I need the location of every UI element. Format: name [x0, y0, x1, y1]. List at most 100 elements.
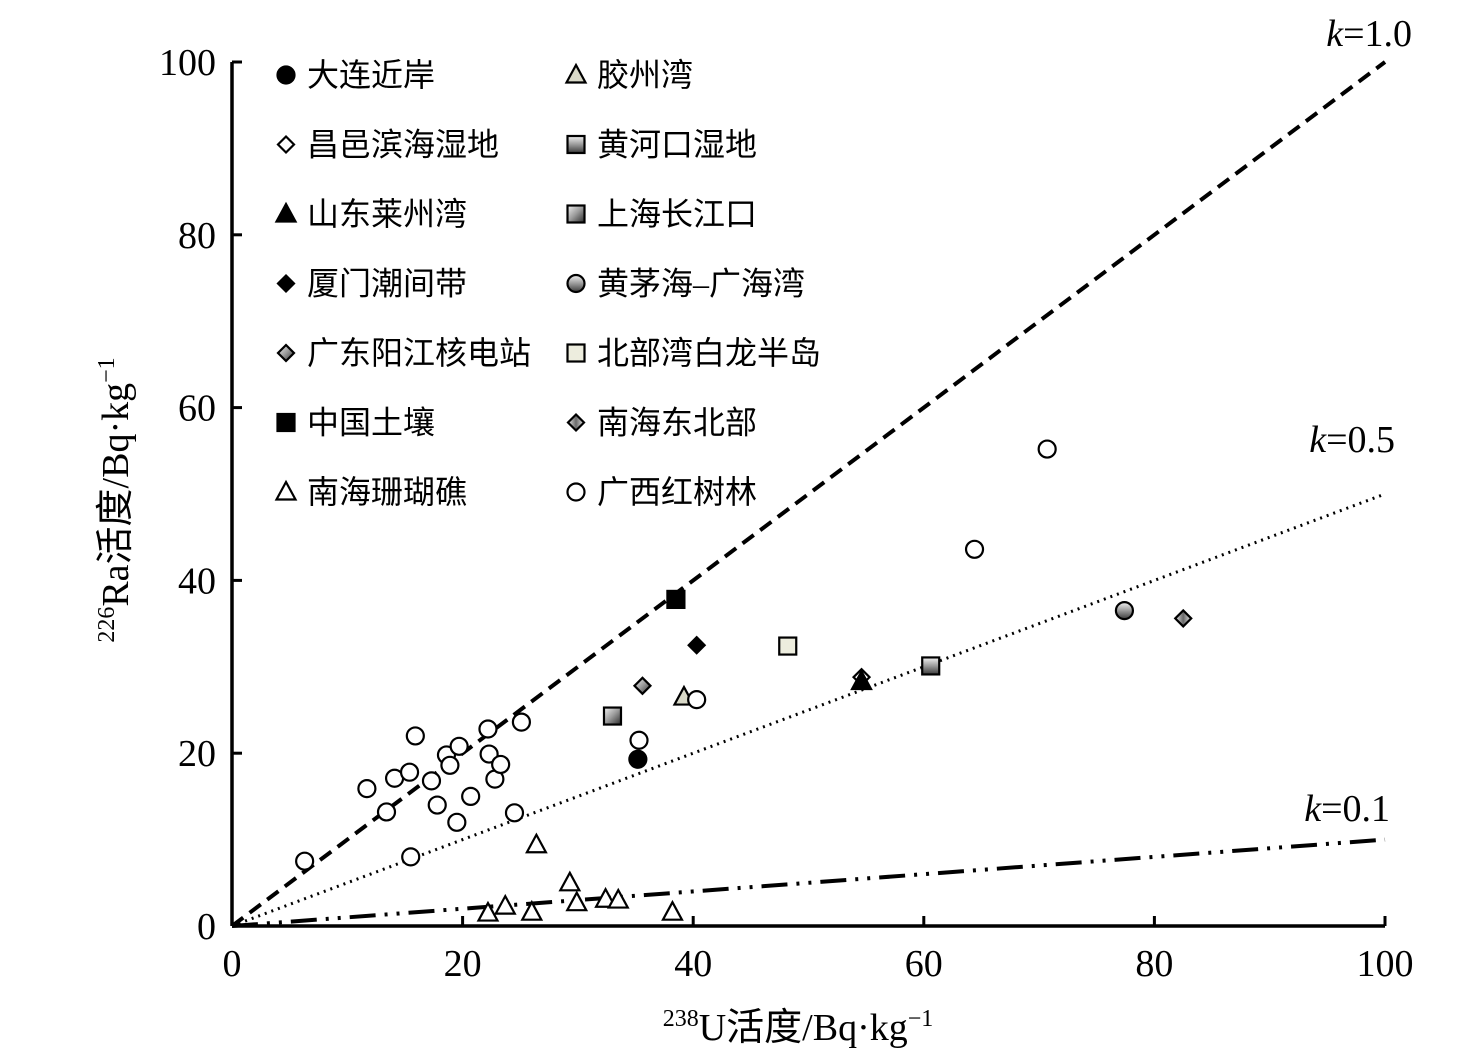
- data-point: [921, 656, 941, 676]
- data-point: [525, 832, 548, 854]
- reference-line-k0: [230, 60, 1387, 928]
- legend-marker: [564, 62, 588, 84]
- x-tick-label: 20: [444, 943, 482, 985]
- data-point: [401, 847, 421, 867]
- data-point: [1037, 439, 1057, 459]
- legend-label: 昌邑滨海湿地: [307, 127, 499, 163]
- legend-marker: [566, 412, 586, 433]
- x-tick-label: 0: [223, 943, 242, 985]
- legend-label: 上海长江口: [597, 196, 757, 232]
- legend-marker: [276, 273, 296, 294]
- data-point: [778, 636, 798, 656]
- data-point: [1173, 608, 1193, 628]
- y-tick-label: 60: [178, 388, 216, 430]
- x-tick-label: 80: [1135, 943, 1173, 985]
- legend-label: 南海东北部: [597, 405, 757, 441]
- legend-marker: [276, 65, 296, 85]
- reference-lines: [230, 60, 1387, 928]
- legend-label: 广西红树林: [597, 474, 757, 510]
- legend-label: 胶州湾: [597, 57, 693, 93]
- data-point: [449, 736, 469, 756]
- legend-marker: [566, 204, 586, 224]
- x-tick-label: 40: [674, 943, 712, 985]
- data-point: [357, 779, 377, 799]
- data-point: [628, 749, 648, 769]
- axis-ticks: 0 20 40 60 80 100 0 20 40 60 80 100: [159, 42, 1414, 985]
- data-point: [421, 771, 442, 791]
- x-axis-title: 238U活度/Bq·kg−1: [663, 1006, 934, 1049]
- legend-label: 山东莱州湾: [307, 196, 467, 232]
- data-point: [376, 802, 397, 822]
- data-point: [687, 690, 707, 710]
- data-point: [491, 754, 511, 775]
- legend-marker: [566, 482, 586, 502]
- legend-label: 中国土壤: [307, 405, 435, 441]
- y-axis-title: 226Ra活度/Bq·kg−1: [94, 357, 137, 642]
- data-point: [629, 730, 649, 750]
- data-point: [594, 886, 617, 908]
- data-point: [565, 890, 589, 912]
- y-tick-label: 80: [178, 215, 216, 257]
- legend-label: 南海珊瑚礁: [307, 474, 467, 510]
- legend-marker: [274, 479, 298, 501]
- legend-label: 黄茅海–广海湾: [597, 266, 805, 302]
- legend-label: 北部湾白龙半岛: [597, 335, 821, 371]
- data-point: [661, 899, 684, 921]
- k-symbol: k: [1309, 419, 1327, 461]
- data-point: [461, 786, 481, 807]
- reference-line-label: k=0.5: [1309, 419, 1395, 461]
- data-point: [478, 719, 498, 739]
- legend-label: 广东阳江核电站: [307, 335, 531, 371]
- legend-marker: [276, 343, 296, 363]
- legend-marker: [566, 273, 586, 294]
- x-tick-label: 60: [905, 943, 943, 985]
- legend-marker: [276, 412, 296, 433]
- k-symbol: k: [1304, 788, 1322, 830]
- data-point: [511, 712, 532, 732]
- legend-marker: [566, 343, 586, 363]
- reference-line-k2: [231, 837, 1386, 928]
- data-point: [476, 900, 500, 922]
- legend-label: 大连近岸: [307, 57, 435, 93]
- data-point: [405, 726, 425, 746]
- y-tick-label: 0: [197, 906, 216, 948]
- x-tick-label: 100: [1357, 943, 1414, 985]
- data-point: [399, 762, 420, 782]
- data-point: [666, 589, 686, 610]
- data-point: [632, 676, 653, 696]
- data-point: [447, 812, 467, 832]
- data-point: [558, 870, 582, 892]
- data-point: [964, 539, 985, 559]
- data-point: [295, 851, 315, 871]
- reference-line-label: k=0.1: [1304, 788, 1390, 830]
- legend-marker: [274, 201, 298, 223]
- data-point: [602, 706, 623, 726]
- k-value: =0.1: [1321, 788, 1390, 830]
- y-tick-label: 100: [159, 42, 216, 84]
- data-point: [440, 755, 460, 775]
- reference-line-labels: k=1.0k=0.5k=0.1: [1304, 13, 1412, 830]
- data-point: [687, 635, 707, 655]
- k-symbol: k: [1326, 13, 1344, 55]
- data-point: [606, 887, 630, 909]
- axes: [230, 62, 1385, 928]
- y-tick-label: 40: [178, 560, 216, 602]
- legend-label: 黄河口湿地: [597, 127, 757, 163]
- legend-marker: [566, 134, 586, 155]
- axis-titles: 238U活度/Bq·kg−1 226Ra活度/Bq·kg−1: [94, 357, 933, 1049]
- legend-marker: [276, 134, 296, 155]
- k-value: =0.5: [1326, 419, 1395, 461]
- data-point: [1114, 601, 1135, 621]
- data-point: [850, 669, 873, 691]
- k-value: =1.0: [1343, 13, 1412, 55]
- data-point: [427, 795, 447, 815]
- data-point: [493, 893, 517, 915]
- data-markers: [295, 439, 1193, 922]
- data-point: [504, 803, 525, 823]
- reference-line-label: k=1.0: [1326, 13, 1412, 55]
- y-tick-label: 20: [178, 733, 216, 775]
- legend-label: 厦门潮间带: [307, 266, 467, 302]
- data-point: [520, 899, 544, 921]
